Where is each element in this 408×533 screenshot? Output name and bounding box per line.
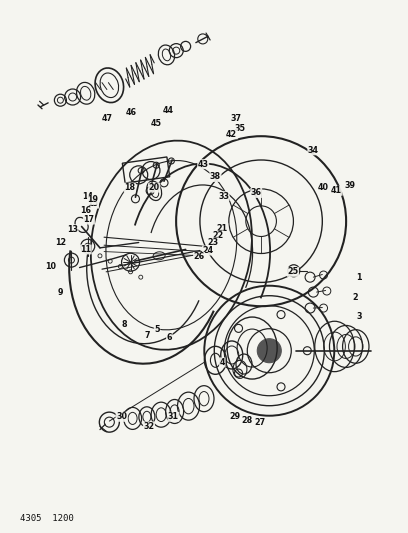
Text: 16: 16 xyxy=(80,206,91,215)
Text: 31: 31 xyxy=(168,413,179,421)
Text: 46: 46 xyxy=(126,109,137,117)
Text: 9: 9 xyxy=(58,288,63,296)
Text: 42: 42 xyxy=(226,130,237,139)
Text: 11: 11 xyxy=(80,245,91,254)
Text: 38: 38 xyxy=(210,173,221,181)
Text: 33: 33 xyxy=(218,192,229,200)
Text: 32: 32 xyxy=(143,422,155,431)
Text: 15: 15 xyxy=(88,199,98,208)
Text: 19: 19 xyxy=(88,196,98,204)
Text: 12: 12 xyxy=(55,238,66,247)
Text: 25: 25 xyxy=(287,268,299,276)
Bar xyxy=(122,157,170,183)
Text: 10: 10 xyxy=(46,262,56,271)
Text: 44: 44 xyxy=(163,107,173,115)
Text: 39: 39 xyxy=(345,181,355,190)
Text: 24: 24 xyxy=(202,246,214,255)
Text: 43: 43 xyxy=(198,160,208,168)
Text: 14: 14 xyxy=(82,192,93,200)
Text: 20: 20 xyxy=(149,183,160,192)
Text: 35: 35 xyxy=(235,125,245,133)
Text: 28: 28 xyxy=(241,416,253,424)
Text: 5: 5 xyxy=(154,325,160,334)
Text: 34: 34 xyxy=(308,146,319,155)
Text: 4: 4 xyxy=(220,358,225,367)
Text: 26: 26 xyxy=(193,253,205,261)
Text: 30: 30 xyxy=(116,413,127,421)
Text: 27: 27 xyxy=(255,418,266,427)
Text: 13: 13 xyxy=(67,225,78,233)
Text: 2: 2 xyxy=(352,293,358,302)
Text: 8: 8 xyxy=(122,320,127,328)
Text: 3: 3 xyxy=(356,312,362,320)
Text: 18: 18 xyxy=(124,183,135,192)
Text: 45: 45 xyxy=(151,119,161,128)
Text: 40: 40 xyxy=(318,183,328,192)
Text: 29: 29 xyxy=(229,413,240,421)
Text: 17: 17 xyxy=(84,215,94,224)
Text: 1: 1 xyxy=(356,273,362,281)
Text: 22: 22 xyxy=(213,231,224,240)
Text: 7: 7 xyxy=(144,332,150,340)
Text: 36: 36 xyxy=(251,189,262,197)
Text: 4305  1200: 4305 1200 xyxy=(20,514,74,523)
Text: 23: 23 xyxy=(207,238,219,247)
Text: 47: 47 xyxy=(102,114,112,123)
Text: 41: 41 xyxy=(331,187,342,195)
Text: 21: 21 xyxy=(217,224,228,232)
Text: 37: 37 xyxy=(231,114,241,123)
Text: 6: 6 xyxy=(166,333,172,342)
Circle shape xyxy=(257,338,281,363)
